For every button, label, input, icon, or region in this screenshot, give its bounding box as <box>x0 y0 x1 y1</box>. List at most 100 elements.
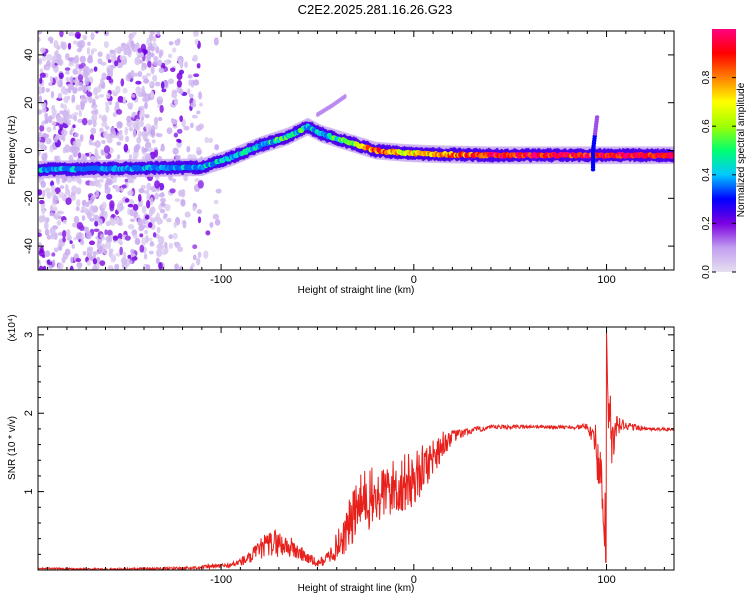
spectrogram-noise-cell <box>87 56 93 64</box>
spectrogram-noise-cell <box>68 31 75 37</box>
spectrogram-y-tick-label: -40 <box>23 238 35 254</box>
spectrogram-noise-cell <box>156 248 163 258</box>
spectrogram-noise-cell <box>58 246 63 251</box>
colorbar-label: Normalized spectral amplitude <box>736 82 747 217</box>
spectrogram-noise-cell <box>193 73 200 78</box>
spectrogram-noise-cell <box>52 125 57 131</box>
spectrogram-noise-cell <box>38 95 43 103</box>
spectrogram-noise-cell <box>117 95 124 103</box>
spectrogram-noise-cell <box>161 88 167 93</box>
spectrogram-noise-cell <box>110 126 115 135</box>
spectrogram-noise-cell <box>61 129 68 137</box>
spectrogram-noise-cell <box>188 79 193 87</box>
spectrogram-noise-cell <box>51 60 55 69</box>
spectrogram-noise-cell <box>62 219 67 224</box>
spectrogram-noise-cell <box>38 189 43 196</box>
spectrogram-noise-cell <box>144 138 150 143</box>
spectrogram-noise-cell <box>122 96 127 105</box>
spectrogram-noise-cell <box>148 208 154 217</box>
spectrogram-noise-cell <box>214 144 220 151</box>
spectrogram-noise-cell <box>64 144 71 153</box>
spectrogram-noise-cell <box>39 124 45 132</box>
spectrogram-noise-cell <box>134 237 141 245</box>
spectrogram-noise-cell <box>128 73 132 80</box>
spectrogram-noise-cell <box>62 237 66 243</box>
spectrogram-noise-cell <box>88 240 96 246</box>
spectrogram-noise-cell <box>45 87 51 93</box>
spectrogram-noise-cell <box>107 67 111 75</box>
spectrogram-noise-cell <box>174 198 181 202</box>
spectrogram-noise-cell <box>73 215 80 224</box>
spectrogram-noise-cell <box>54 212 59 220</box>
spectrogram-noise-cell <box>168 242 173 249</box>
spectrogram-noise-cell <box>71 185 78 194</box>
spectrogram-noise-cell <box>124 126 129 136</box>
spectrogram-noise-cell <box>107 264 114 270</box>
spectrogram-noise-cell <box>64 248 71 256</box>
spectrogram-noise-cell <box>132 203 139 211</box>
spectrogram-noise-cell <box>169 188 176 194</box>
colorbar-tick-label: 0.6 <box>701 119 712 133</box>
spectrogram-noise-cell <box>81 205 87 213</box>
spectrogram-noise-cell <box>105 177 112 186</box>
spectrogram-noise-cell <box>164 241 168 249</box>
spectrogram-noise-cell <box>141 236 147 246</box>
spectrogram-noise-cell <box>79 239 85 246</box>
spectrogram-noise-cell <box>45 138 52 145</box>
spectrogram-noise-cell <box>139 244 145 253</box>
spectrogram-noise-cell <box>77 86 82 92</box>
spectrogram-noise-cell <box>176 38 181 43</box>
spectrogram-noise-cell <box>98 114 102 119</box>
spectrogram-noise-cell <box>66 228 71 236</box>
snr-y-axis-label: SNR (10 * v/v) <box>7 416 18 480</box>
spectrogram-noise-cell <box>88 96 93 104</box>
spectrogram-noise-cell <box>116 154 121 160</box>
spectrogram-noise-cell <box>41 189 46 198</box>
spectrogram-noise-cell <box>122 87 128 94</box>
snr-x-tick-label: 0 <box>411 574 417 586</box>
spectrogram-noise-cell <box>146 37 151 47</box>
spectrogram-noise-cell <box>141 130 147 138</box>
spectrogram-noise-cell <box>175 154 182 160</box>
spectrogram-noise-cell <box>77 118 84 123</box>
spectrogram-noise-cell <box>208 137 213 144</box>
spectrogram-noise-cell <box>112 235 119 241</box>
spectrogram-noise-cell <box>110 253 116 263</box>
spectrogram-spike <box>594 115 600 119</box>
spectrogram-noise-cell <box>100 61 107 66</box>
spectrogram-noise-cell <box>81 117 88 126</box>
spectrogram-noise-cell <box>65 53 70 61</box>
spectrogram-noise-cell <box>106 229 113 236</box>
spectrogram-noise-cell <box>56 220 62 226</box>
spectrogram-noise-cell <box>94 147 98 155</box>
spectrogram-noise-cell <box>59 185 65 189</box>
spectrogram-noise-cell <box>109 53 113 58</box>
spectrogram-noise-cell <box>195 125 202 132</box>
spectrogram-noise-cell <box>179 115 183 122</box>
spectrogram-noise-cell <box>72 87 78 94</box>
spectrogram-noise-cell <box>132 129 137 138</box>
spectrogram-noise-cell <box>105 104 110 113</box>
spectrogram-noise-cell <box>94 108 99 116</box>
spectrogram-noise-cell <box>73 236 77 241</box>
spectrogram-noise-cell <box>171 118 178 125</box>
spectrogram-noise-cell <box>58 72 64 79</box>
spectrogram-noise-cell <box>102 249 108 255</box>
spectrogram-noise-cell <box>61 256 66 264</box>
spectrogram-noise-cell <box>149 217 155 222</box>
spectrogram-noise-cell <box>129 208 135 217</box>
spectrogram-x-tick-label: 100 <box>597 274 615 286</box>
spectrogram-noise-cell <box>51 120 57 126</box>
spectrogram-noise-cell <box>159 147 165 152</box>
spectrogram-noise-cell <box>46 192 50 197</box>
spectrogram-noise-cell <box>125 135 130 143</box>
spectrogram-noise-cell <box>39 72 46 78</box>
spectrogram-noise-cell <box>129 260 133 265</box>
spectrogram-noise-cell <box>52 195 59 204</box>
spectrogram-noise-cell <box>186 145 191 153</box>
spectrogram-noise-cell <box>58 191 65 199</box>
spectrogram-noise-cell <box>187 88 191 95</box>
spectrogram-noise-cell <box>57 58 64 66</box>
spectrogram-noise-cell <box>93 66 98 72</box>
spectrogram-noise-cell <box>149 82 154 86</box>
